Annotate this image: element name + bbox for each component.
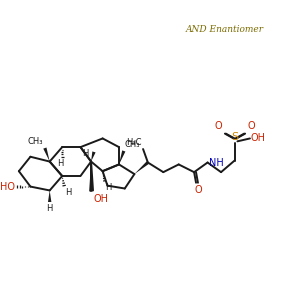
Text: H: H <box>106 183 112 192</box>
Polygon shape <box>134 161 149 174</box>
Text: NH: NH <box>209 158 224 167</box>
Text: OH: OH <box>251 134 266 143</box>
Text: H: H <box>46 204 53 213</box>
Polygon shape <box>48 190 51 202</box>
Text: OH: OH <box>93 194 108 204</box>
Text: CH₃: CH₃ <box>125 140 140 149</box>
Text: CH₃: CH₃ <box>27 137 43 146</box>
Text: HO: HO <box>0 182 15 192</box>
Text: AND Enantiomer: AND Enantiomer <box>186 25 264 34</box>
Polygon shape <box>91 152 96 162</box>
Text: H: H <box>57 159 64 168</box>
Text: H: H <box>65 188 71 196</box>
Text: O: O <box>247 121 255 131</box>
Polygon shape <box>89 162 93 191</box>
Polygon shape <box>43 148 50 162</box>
Text: H₃C: H₃C <box>127 138 142 147</box>
Text: O: O <box>194 185 202 195</box>
Polygon shape <box>119 150 125 164</box>
Text: S: S <box>231 132 238 142</box>
Text: H: H <box>82 149 89 158</box>
Text: O: O <box>214 121 222 131</box>
